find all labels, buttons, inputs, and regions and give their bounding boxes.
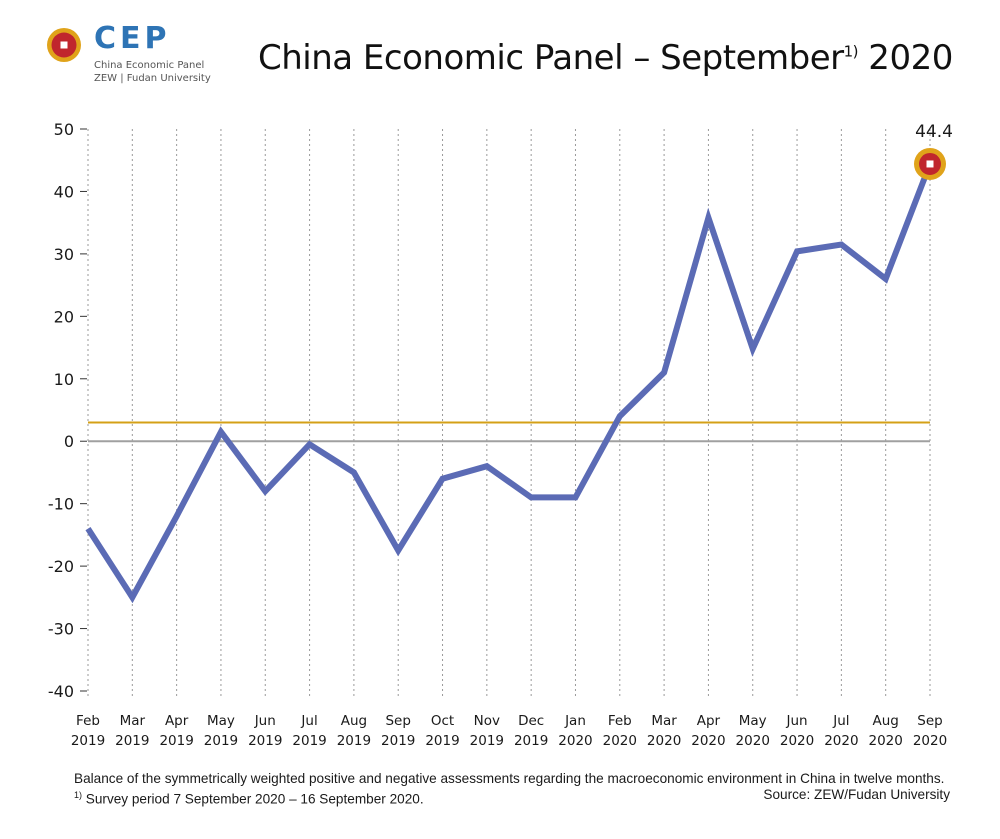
y-tick-label: 40 <box>54 182 74 201</box>
logo-text: CEP <box>94 21 171 56</box>
x-tick-label-month: May <box>207 713 235 729</box>
x-tick-label-year: 2019 <box>425 733 459 749</box>
x-tick-label-month: Nov <box>474 713 500 729</box>
x-tick-label-year: 2019 <box>337 733 371 749</box>
logo-subtitle-1: China Economic Panel <box>94 60 205 71</box>
x-tick-label-year: 2019 <box>159 733 193 749</box>
series-line <box>85 162 933 604</box>
x-tick-label-month: Aug <box>872 713 898 729</box>
x-tick-label-month: Aug <box>341 713 367 729</box>
title-main: China Economic Panel – September <box>258 38 844 78</box>
x-tick-label-year: 2019 <box>470 733 504 749</box>
x-tick-label-month: Jul <box>832 713 849 729</box>
x-tick-label-year: 2019 <box>292 733 326 749</box>
x-tick-label-year: 2020 <box>824 733 858 749</box>
x-tick-label-month: Apr <box>165 713 189 729</box>
x-tick-label-year: 2019 <box>381 733 415 749</box>
x-tick-label-year: 2020 <box>691 733 725 749</box>
cep-logo: CEP China Economic Panel ZEW | Fudan Uni… <box>46 21 216 89</box>
x-tick-label-month: Oct <box>431 713 454 729</box>
x-tick-label-month: Jun <box>254 713 276 729</box>
chart-caption: Balance of the symmetrically weighted po… <box>74 770 950 808</box>
x-tick-label-month: Apr <box>697 713 721 729</box>
y-tick-label: 30 <box>54 245 74 264</box>
latest-marker-center <box>926 160 934 168</box>
y-tick-label: 50 <box>54 120 74 139</box>
y-tick-label: -20 <box>48 557 74 576</box>
x-tick-label-month: Mar <box>120 713 146 729</box>
x-tick-label-year: 2020 <box>913 733 947 749</box>
x-tick-label-year: 2019 <box>115 733 149 749</box>
x-tick-label-month: Jun <box>786 713 808 729</box>
y-tick-label: -10 <box>48 495 74 514</box>
x-tick-label-month: Feb <box>608 713 632 729</box>
y-tick-label: 0 <box>64 432 74 451</box>
y-tick-label: 20 <box>54 307 74 326</box>
y-tick-label: -30 <box>48 620 74 639</box>
x-tick-label-month: Feb <box>76 713 100 729</box>
cep-logo-icon <box>47 28 81 62</box>
y-tick-label: 10 <box>54 370 74 389</box>
x-tick-label-month: Sep <box>917 713 942 729</box>
logo-subtitle-2: ZEW | Fudan University <box>94 73 211 84</box>
caption-text: Balance of the symmetrically weighted po… <box>74 771 945 786</box>
latest-value-label: 44.4 <box>915 122 953 142</box>
x-tick-label-year: 2020 <box>647 733 681 749</box>
x-tick-label-year: 2019 <box>514 733 548 749</box>
x-tick-label-year: 2019 <box>204 733 238 749</box>
x-tick-label-month: Jan <box>564 713 586 729</box>
x-tick-label-month: Jul <box>300 713 317 729</box>
x-tick-label-year: 2020 <box>780 733 814 749</box>
x-tick-label-year: 2020 <box>558 733 592 749</box>
title-footnote-marker: 1) <box>843 42 859 61</box>
caption-survey-period: Survey period 7 September 2020 – 16 Sept… <box>82 791 424 807</box>
x-tick-label-year: 2020 <box>869 733 903 749</box>
x-tick-label-month: Mar <box>651 713 677 729</box>
x-tick-label-year: 2019 <box>248 733 282 749</box>
x-tick-label-year: 2019 <box>71 733 105 749</box>
page-title: China Economic Panel – September1) 2020 <box>258 38 953 78</box>
source-note: Source: ZEW/Fudan University <box>763 787 950 802</box>
x-tick-label-year: 2020 <box>736 733 770 749</box>
caption-footnote-marker: 1) <box>74 790 83 800</box>
title-year: 2020 <box>858 38 953 78</box>
x-tick-label-month: Sep <box>385 713 410 729</box>
y-tick-label: -40 <box>48 682 74 701</box>
x-tick-label-month: Dec <box>518 713 544 729</box>
x-tick-label-month: May <box>739 713 767 729</box>
x-tick-label-year: 2020 <box>603 733 637 749</box>
